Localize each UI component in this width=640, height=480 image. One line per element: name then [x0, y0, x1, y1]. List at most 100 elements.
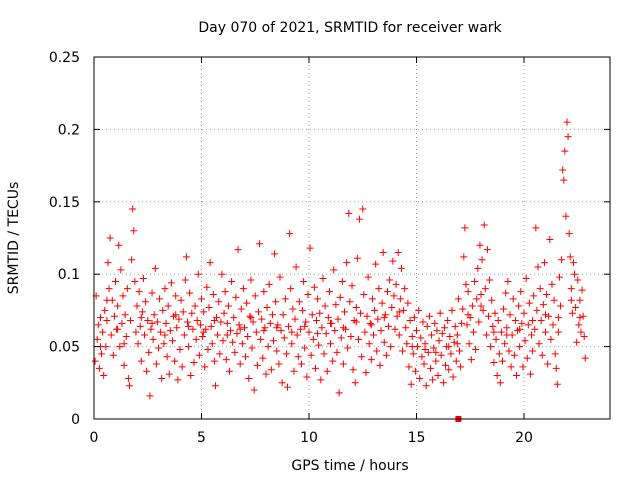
- data-point: [422, 382, 430, 390]
- data-point: [520, 309, 528, 317]
- data-point: [542, 311, 549, 319]
- data-point: [304, 290, 312, 298]
- data-point: [439, 379, 447, 387]
- data-point: [233, 330, 241, 338]
- data-point: [475, 318, 483, 326]
- data-point: [366, 319, 374, 327]
- data-point: [246, 312, 254, 320]
- data-point: [128, 256, 136, 264]
- data-point: [552, 364, 560, 372]
- data-point: [486, 276, 494, 284]
- data-point: [156, 295, 164, 303]
- data-point: [425, 312, 433, 320]
- data-point: [549, 321, 557, 329]
- data-point: [390, 292, 398, 300]
- data-point: [314, 330, 322, 338]
- data-point: [264, 343, 272, 351]
- data-point: [405, 363, 413, 371]
- data-point: [238, 340, 246, 348]
- data-point: [192, 335, 200, 343]
- data-point: [493, 372, 501, 380]
- data-point: [421, 345, 429, 353]
- data-point: [137, 314, 145, 322]
- data-point: [235, 321, 243, 329]
- data-point: [184, 318, 192, 326]
- data-point: [220, 309, 228, 317]
- data-point: [265, 280, 273, 288]
- data-point: [321, 302, 329, 310]
- data-point: [391, 325, 399, 333]
- data-point: [274, 321, 282, 329]
- data-point: [181, 276, 189, 284]
- data-point: [139, 275, 147, 283]
- data-point: [296, 325, 304, 333]
- data-point: [319, 275, 327, 283]
- data-point: [464, 311, 472, 319]
- data-point: [182, 253, 190, 261]
- data-point: [244, 332, 252, 340]
- data-point: [200, 328, 208, 336]
- data-point: [185, 322, 193, 330]
- data-point: [480, 221, 488, 229]
- data-point: [288, 328, 296, 336]
- data-point: [303, 373, 311, 381]
- data-point: [490, 328, 498, 336]
- data-point: [191, 302, 199, 310]
- data-point: [413, 327, 420, 335]
- data-point: [257, 335, 265, 343]
- data-point: [526, 370, 534, 378]
- data-point: [409, 350, 417, 358]
- data-point: [253, 361, 261, 369]
- data-point: [410, 314, 418, 322]
- data-point: [445, 366, 453, 374]
- data-point: [148, 289, 156, 297]
- data-point: [474, 264, 482, 272]
- x-tick-label: 15: [408, 430, 426, 446]
- data-point: [379, 248, 387, 256]
- data-point: [559, 166, 567, 174]
- data-point: [551, 350, 559, 358]
- data-point: [308, 311, 316, 319]
- data-point: [525, 299, 533, 307]
- data-point: [386, 276, 394, 284]
- plot-frame: [93, 56, 611, 420]
- data-point: [464, 288, 472, 296]
- data-point: [504, 277, 512, 285]
- data-point: [472, 345, 480, 353]
- data-point: [251, 292, 259, 300]
- data-point: [116, 343, 124, 351]
- data-point: [329, 357, 337, 365]
- data-point: [152, 360, 160, 368]
- data-point: [201, 363, 209, 371]
- data-point: [492, 335, 500, 343]
- axis-ticks: [93, 56, 610, 420]
- data-point: [507, 363, 515, 371]
- data-point: [351, 379, 359, 387]
- data-point: [529, 347, 537, 355]
- data-point: [399, 347, 407, 355]
- data-point: [174, 376, 182, 384]
- data-point: [247, 314, 255, 322]
- data-point: [503, 331, 511, 339]
- data-point: [106, 234, 114, 242]
- data-point: [449, 373, 457, 381]
- data-point: [109, 351, 117, 359]
- x-tick-label: 10: [300, 430, 318, 446]
- data-point: [561, 147, 569, 155]
- data-point: [177, 296, 185, 304]
- data-point: [557, 302, 565, 310]
- data-point: [119, 292, 127, 300]
- data-point: [343, 259, 351, 267]
- data-point: [372, 260, 380, 268]
- data-point: [228, 277, 236, 285]
- data-point: [354, 335, 362, 343]
- data-point: [411, 367, 419, 375]
- data-point: [281, 295, 289, 303]
- data-point: [542, 328, 549, 336]
- data-point: [367, 321, 375, 329]
- data-point: [376, 361, 384, 369]
- data-point: [162, 319, 170, 327]
- data-point: [103, 317, 111, 325]
- data-point: [524, 321, 532, 329]
